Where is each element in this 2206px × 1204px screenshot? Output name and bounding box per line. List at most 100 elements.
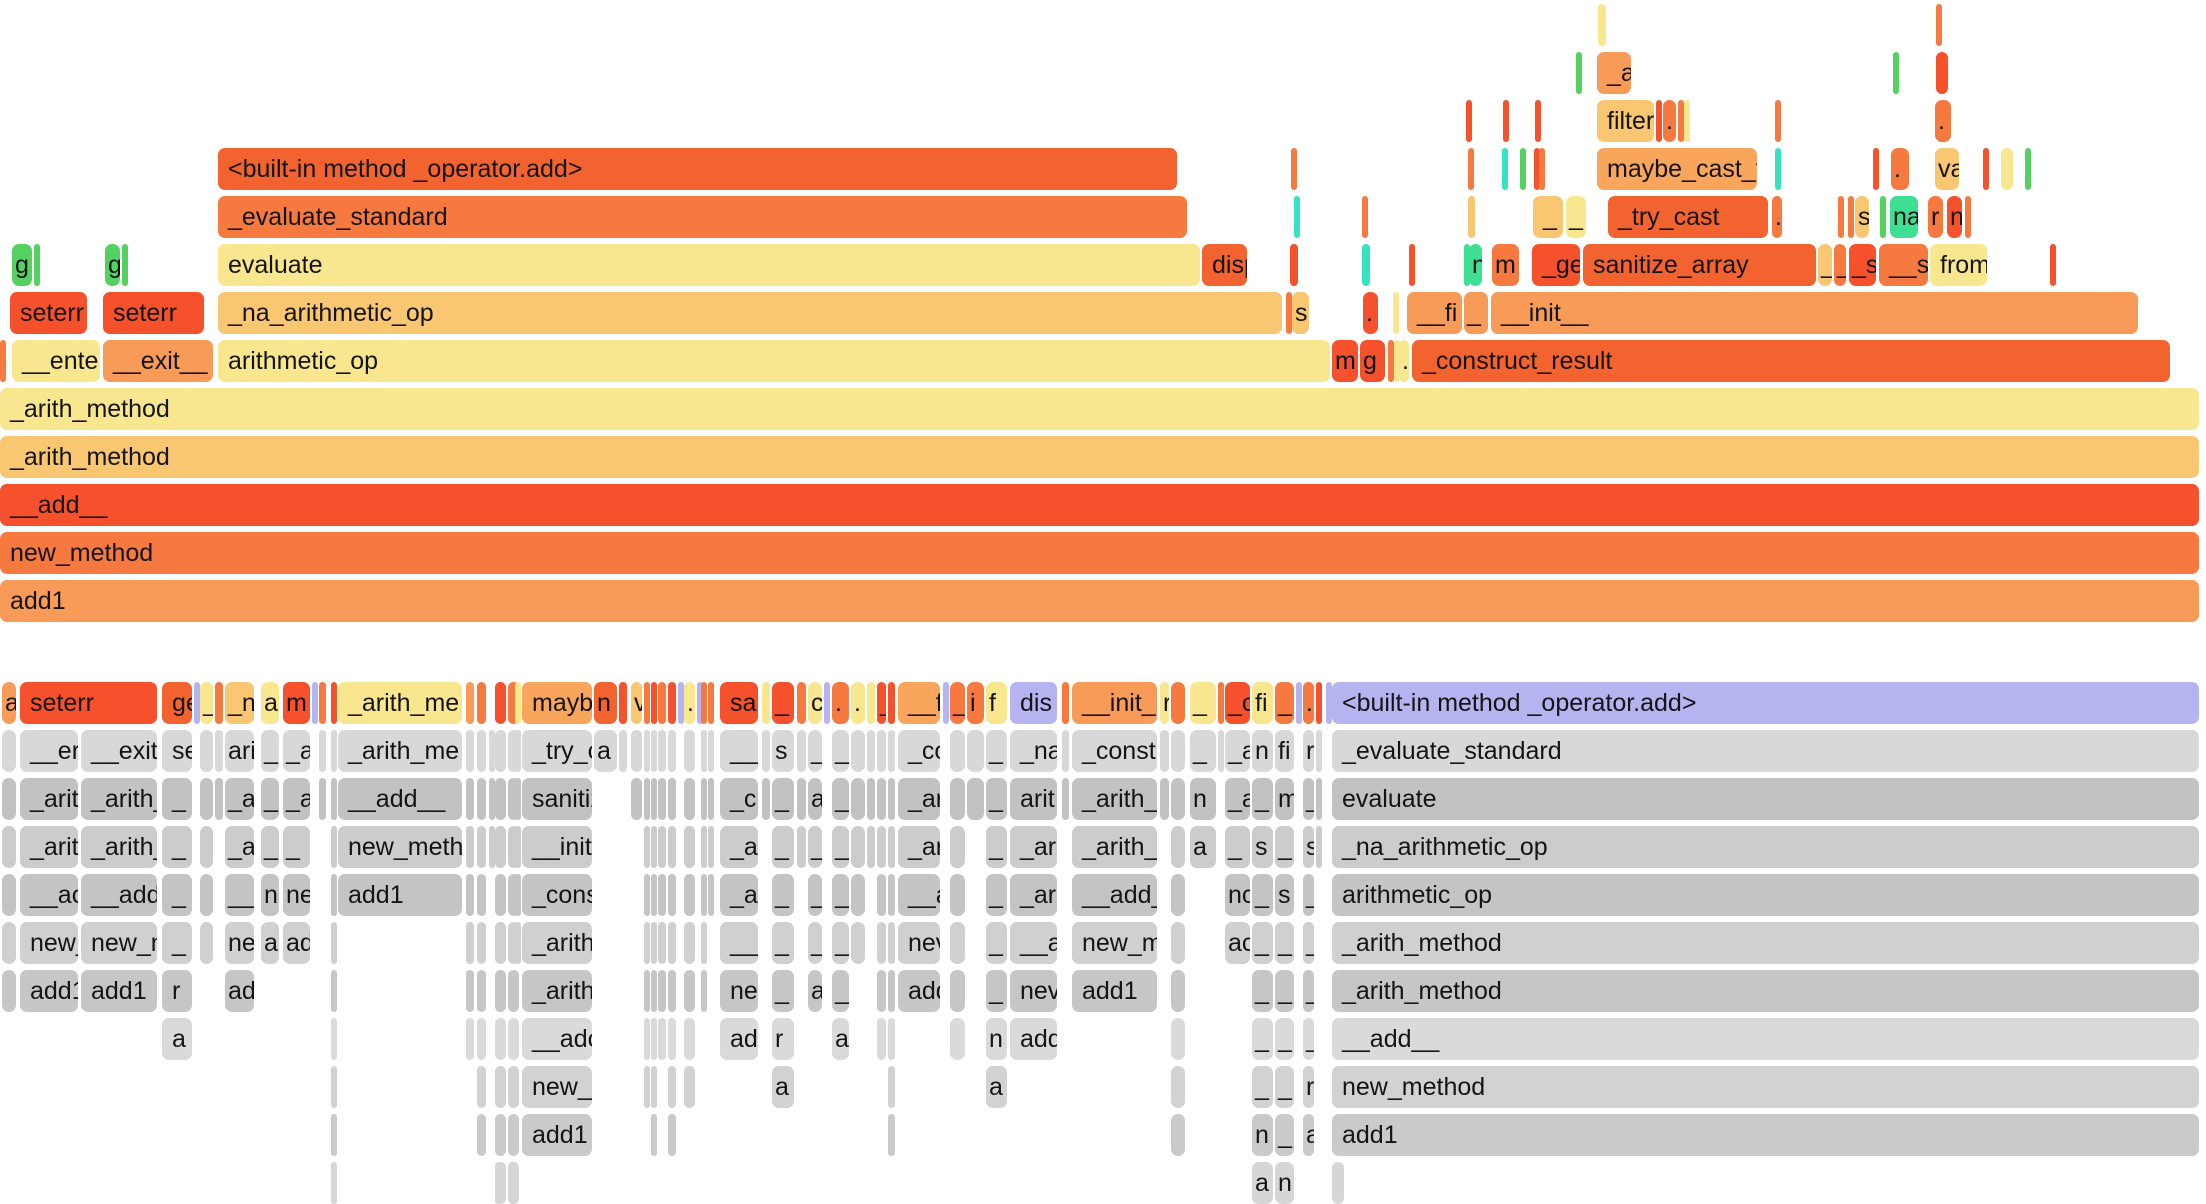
frame-bar[interactable]: _arith_method <box>0 388 2199 430</box>
frame-bar[interactable]: . <box>1772 196 1782 238</box>
frame-bar[interactable] <box>2025 148 2031 190</box>
callee-frame-bar[interactable] <box>509 1162 515 1204</box>
callee-frame-bar[interactable] <box>950 1018 965 1060</box>
callee-frame-bar[interactable]: _ <box>1275 970 1294 1012</box>
callee-frame-bar[interactable]: __ <box>720 730 758 772</box>
callee-frame-bar[interactable] <box>888 1066 895 1108</box>
callee-frame-bar[interactable] <box>477 922 486 964</box>
callee-frame-bar[interactable] <box>331 922 337 964</box>
caller-frame-bar[interactable]: _c <box>1225 682 1250 724</box>
frame-bar[interactable]: sanitize_array <box>1583 244 1816 286</box>
callee-frame-bar[interactable]: a <box>261 922 279 964</box>
frame-bar[interactable] <box>1965 196 1971 238</box>
callee-frame-bar[interactable] <box>888 826 895 868</box>
callee-frame-bar[interactable]: _ <box>261 778 279 820</box>
callee-frame-bar[interactable] <box>508 1114 519 1156</box>
callee-frame-bar[interactable] <box>668 922 676 964</box>
callee-frame-bar[interactable]: _ <box>1275 1114 1294 1156</box>
callee-frame-bar[interactable]: nev <box>898 922 940 964</box>
callee-frame-bar[interactable] <box>508 826 519 868</box>
callee-frame-bar[interactable] <box>644 730 650 772</box>
caller-frame-bar[interactable] <box>1296 682 1302 724</box>
callee-frame-bar[interactable] <box>2 826 16 868</box>
callee-frame-bar[interactable] <box>708 874 714 916</box>
callee-frame-bar[interactable]: _ <box>832 778 849 820</box>
callee-frame-bar[interactable]: __init <box>522 826 592 868</box>
callee-frame-bar[interactable]: add <box>898 970 940 1012</box>
callee-frame-bar[interactable]: fi <box>1275 730 1294 772</box>
callee-frame-bar[interactable]: __add <box>81 874 157 916</box>
callee-frame-bar[interactable]: _ <box>1252 970 1273 1012</box>
callee-frame-bar[interactable]: a <box>808 970 822 1012</box>
callee-frame-bar[interactable] <box>644 970 650 1012</box>
caller-frame-bar[interactable]: __f <box>898 682 940 724</box>
frame-bar[interactable]: add1 <box>0 580 2199 622</box>
frame-bar[interactable]: maybe_cast_t <box>1597 148 1757 190</box>
frame-bar[interactable]: <built-in method _operator.add> <box>218 148 1177 190</box>
caller-frame-bar[interactable]: dis <box>1010 682 1057 724</box>
caller-frame-bar[interactable]: . <box>684 682 695 724</box>
callee-frame-bar[interactable]: new_r <box>522 1066 592 1108</box>
callee-frame-bar[interactable]: ac <box>1225 922 1250 964</box>
callee-frame-bar[interactable] <box>489 730 495 772</box>
callee-frame-bar[interactable]: _const <box>1072 730 1157 772</box>
caller-frame-bar[interactable]: n <box>594 682 617 724</box>
caller-frame-bar[interactable] <box>697 682 703 724</box>
frame-bar[interactable] <box>1775 100 1781 142</box>
frame-bar[interactable]: r <box>1928 196 1943 238</box>
frame-bar[interactable]: __init__ <box>1491 292 2138 334</box>
callee-frame-bar[interactable]: a <box>832 1018 849 1060</box>
frame-bar[interactable]: new_method <box>0 532 2199 574</box>
callee-frame-bar[interactable]: new_method <box>1332 1066 2199 1108</box>
caller-frame-bar[interactable]: _ <box>1190 682 1216 724</box>
frame-bar[interactable] <box>1286 292 1292 334</box>
callee-frame-bar[interactable] <box>644 778 650 820</box>
frame-bar[interactable] <box>1468 196 1475 238</box>
frame-bar[interactable]: n <box>1947 196 1962 238</box>
callee-frame-bar[interactable] <box>508 874 519 916</box>
callee-frame-bar[interactable]: r <box>162 970 192 1012</box>
callee-frame-bar[interactable]: ad <box>283 922 310 964</box>
frame-bar[interactable]: __enter <box>12 340 100 382</box>
callee-frame-bar[interactable] <box>888 922 895 964</box>
callee-frame-bar[interactable] <box>1171 1018 1185 1060</box>
callee-frame-bar[interactable]: se <box>162 730 192 772</box>
callee-frame-bar[interactable]: _a <box>225 778 254 820</box>
frame-bar[interactable] <box>1362 196 1368 238</box>
callee-frame-bar[interactable] <box>1171 730 1185 772</box>
callee-frame-bar[interactable]: add1 <box>522 1114 592 1156</box>
callee-frame-bar[interactable] <box>877 1018 886 1060</box>
frame-bar[interactable]: _ <box>1533 196 1563 238</box>
caller-frame-bar[interactable]: f <box>986 682 1007 724</box>
caller-frame-bar[interactable] <box>194 682 200 724</box>
caller-frame-bar[interactable] <box>644 682 650 724</box>
callee-frame-bar[interactable] <box>658 874 666 916</box>
callee-frame-bar[interactable]: _co <box>898 730 940 772</box>
caller-frame-bar[interactable] <box>1316 682 1322 724</box>
callee-frame-bar[interactable] <box>1316 778 1322 820</box>
callee-frame-bar[interactable] <box>477 1018 486 1060</box>
frame-bar[interactable]: _a <box>1597 52 1631 94</box>
callee-frame-bar[interactable] <box>651 1114 657 1156</box>
frame-bar[interactable] <box>34 244 40 286</box>
frame-bar[interactable] <box>1598 4 1606 46</box>
callee-frame-bar[interactable] <box>466 970 474 1012</box>
callee-frame-bar[interactable]: _ <box>772 826 794 868</box>
callee-frame-bar[interactable] <box>888 730 895 772</box>
callee-frame-bar[interactable]: nc <box>1225 874 1250 916</box>
frame-bar[interactable] <box>1388 340 1394 382</box>
callee-frame-bar[interactable]: n <box>1275 1162 1294 1204</box>
callee-frame-bar[interactable]: _ <box>1275 1018 1294 1060</box>
callee-frame-bar[interactable] <box>2 970 16 1012</box>
callee-frame-bar[interactable] <box>701 778 707 820</box>
frame-bar[interactable]: _arith_method <box>0 436 2199 478</box>
callee-frame-bar[interactable] <box>495 778 506 820</box>
frame-bar[interactable] <box>1464 244 1470 286</box>
caller-frame-bar[interactable]: _ <box>772 682 794 724</box>
callee-frame-bar[interactable]: _ <box>1303 922 1314 964</box>
callee-frame-bar[interactable] <box>2 730 16 772</box>
callee-frame-bar[interactable] <box>851 778 865 820</box>
caller-frame-bar[interactable] <box>678 682 684 724</box>
callee-frame-bar[interactable] <box>797 730 806 772</box>
caller-frame-bar[interactable] <box>466 682 474 724</box>
